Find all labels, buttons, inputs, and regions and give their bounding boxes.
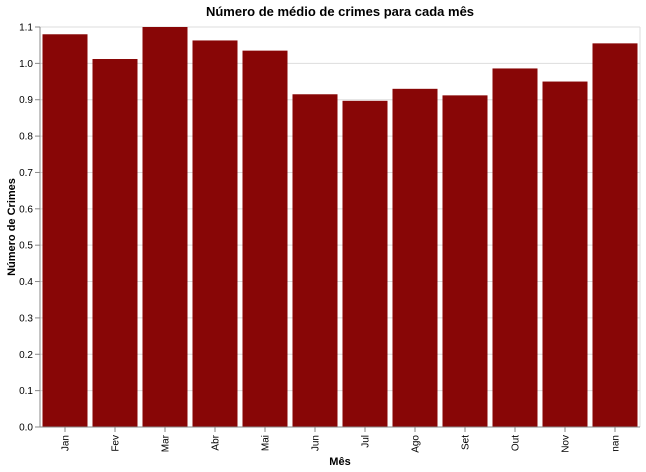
y-tick-label: 1.1 bbox=[19, 23, 33, 34]
x-tick-label: Fev bbox=[111, 435, 122, 452]
y-tick-label: 0.3 bbox=[19, 313, 33, 324]
x-tick-label: Jun bbox=[311, 435, 322, 451]
y-tick-label: 0.1 bbox=[19, 386, 33, 397]
bar-abr bbox=[192, 40, 238, 428]
y-axis-title: Número de Crimes bbox=[6, 178, 18, 276]
y-tick-label: 0.5 bbox=[19, 241, 33, 252]
bar-fev bbox=[92, 59, 138, 427]
y-tick-label: 0.8 bbox=[19, 132, 33, 143]
chart-title: Número de médio de crimes para cada mês bbox=[206, 4, 474, 19]
y-tick-label: 1.0 bbox=[19, 59, 33, 70]
x-tick-labels: Jan Fev Mar Abr Mai Jun Jul Ago Set Out Nov nan bbox=[61, 427, 622, 453]
bar-set bbox=[442, 95, 488, 427]
x-tick-label: Mar bbox=[161, 434, 172, 452]
bar-ago bbox=[392, 88, 438, 428]
x-tick-label: nan bbox=[611, 435, 622, 452]
bars bbox=[42, 27, 638, 428]
bar-mai bbox=[242, 50, 288, 428]
axes bbox=[39, 27, 640, 428]
x-tick-label: Nov bbox=[561, 435, 572, 453]
bar-jan bbox=[42, 34, 88, 427]
x-tick-label: Ago bbox=[411, 435, 422, 453]
y-tick-label: 0.7 bbox=[19, 168, 33, 179]
bar-nov bbox=[542, 81, 588, 427]
x-tick-label: Jul bbox=[361, 435, 372, 448]
x-tick-label: Jan bbox=[61, 435, 72, 451]
y-tick-label: 0.2 bbox=[19, 350, 33, 361]
y-tick-label: 0.6 bbox=[19, 204, 33, 215]
x-tick-label: Abr bbox=[211, 434, 222, 450]
x-tick-label: Set bbox=[461, 435, 472, 450]
y-tick-label: 0.9 bbox=[19, 95, 33, 106]
y-tick-labels: 0.0 0.1 0.2 0.3 0.4 0.5 0.6 0.7 0.8 0.9 1.0 1.1 bbox=[19, 23, 33, 434]
bar-mar bbox=[142, 27, 188, 427]
x-axis-title: Mês bbox=[329, 456, 350, 468]
bar-nan bbox=[592, 43, 638, 427]
bar-out bbox=[492, 68, 538, 428]
y-tick-label: 0.0 bbox=[19, 423, 33, 434]
bar-jun bbox=[292, 94, 338, 427]
x-tick-label: Out bbox=[511, 435, 522, 451]
bar-jul bbox=[342, 100, 388, 428]
x-tick-label: Mai bbox=[261, 435, 272, 451]
gridlines bbox=[35, 26, 641, 428]
y-tick-label: 0.4 bbox=[19, 277, 33, 288]
